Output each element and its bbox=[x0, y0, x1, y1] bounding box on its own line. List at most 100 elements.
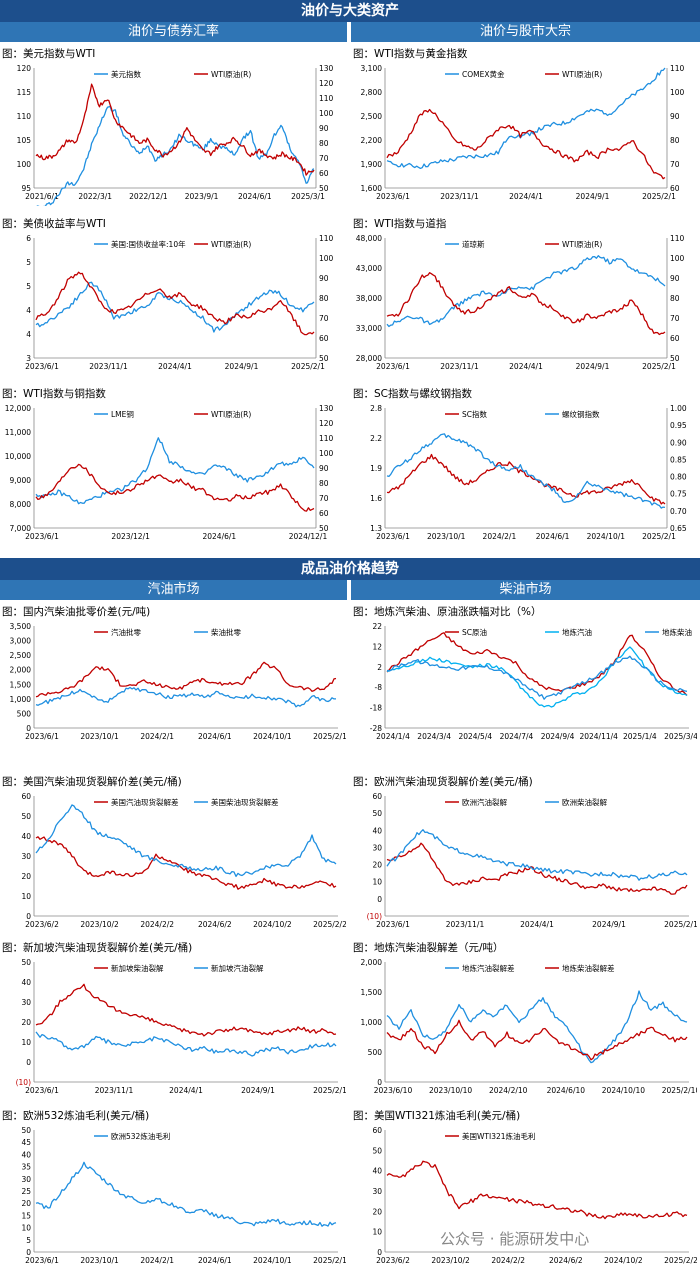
x-tick-label: 2023/6/1 bbox=[376, 532, 410, 541]
y2-tick-label: 50 bbox=[670, 354, 680, 363]
y-tick-label: 10 bbox=[372, 878, 382, 887]
x-tick-label: 2025/2/10 bbox=[662, 1086, 697, 1095]
series-line bbox=[386, 632, 688, 696]
x-tick-label: 2023/10/2 bbox=[431, 1256, 470, 1265]
x-tick-label: 2023/11/1 bbox=[440, 362, 479, 371]
series-line bbox=[386, 1019, 688, 1061]
legend-label: 新加坡柴油裂解 bbox=[111, 963, 164, 973]
y-tick-label: 35 bbox=[21, 1163, 31, 1172]
chart-svg: 60 50 40 30 20 10 0 (10)2023/6/1 2023/11/1 2024/4… bbox=[367, 792, 697, 929]
chart-panel: 图：欧洲532炼油毛利(美元/桶) 50 45 40 35 30 25 20 15 10 5 0 202… bbox=[0, 1108, 346, 1270]
y-tick-label: 8,000 bbox=[10, 500, 32, 509]
y2-tick-label: 70 bbox=[670, 314, 680, 323]
y2-tick-label: 0.90 bbox=[670, 438, 687, 447]
chart-svg: 12,000 11,000 10,000 9,000 8,000 7,000 130 120 1… bbox=[5, 404, 334, 541]
series-line bbox=[35, 271, 315, 336]
legend-label: 美元指数 bbox=[111, 69, 141, 79]
x-tick-label: 2025/3/4 bbox=[664, 732, 697, 741]
x-tick-label: 2023/12/1 bbox=[111, 532, 150, 541]
x-tick-label: 2024/6/1 bbox=[536, 532, 570, 541]
chart-svg: 2.8 2.2 1.9 1.6 1.3 1.00 0.95 0.90 0.85 0.80 0.75 0… bbox=[370, 404, 687, 541]
y-tick-label: 28,000 bbox=[356, 354, 382, 363]
y2-tick-label: 110 bbox=[319, 434, 334, 443]
x-tick-label: 2023/10/1 bbox=[80, 1256, 119, 1265]
x-tick-label: 2024/6/1 bbox=[198, 732, 232, 741]
chart-svg: 3,500 3,000 2,500 2,000 1,500 1,000 500 02023/6… bbox=[10, 622, 346, 741]
y2-tick-label: 110 bbox=[670, 234, 685, 243]
x-tick-label: 2024/4/1 bbox=[509, 192, 543, 201]
y-tick-label: 0 bbox=[26, 724, 31, 733]
x-tick-label: 2024/2/2 bbox=[491, 1256, 525, 1265]
x-tick-label: 2024/9/1 bbox=[576, 362, 610, 371]
y-tick-label: 4 bbox=[26, 306, 31, 315]
y2-tick-label: 0.95 bbox=[670, 421, 687, 430]
y-tick-label: (10) bbox=[367, 912, 382, 921]
chart-panel: 图：SC指数与螺纹钢指数 2.8 2.2 1.9 1.6 1.3 1.00 0.95 0.90 0… bbox=[351, 386, 697, 546]
y2-tick-label: 1.00 bbox=[670, 404, 687, 413]
legend-label: 欧洲汽油裂解 bbox=[462, 797, 507, 807]
x-tick-label: 2024/3/4 bbox=[417, 732, 451, 741]
y-tick-label: 33,000 bbox=[356, 324, 382, 333]
y2-tick-label: 70 bbox=[319, 154, 329, 163]
y-tick-label: 100 bbox=[17, 160, 32, 169]
y-tick-label: 2,200 bbox=[361, 136, 383, 145]
chart-title: 图：地炼汽柴油、原油涨跌幅对比（%） bbox=[353, 606, 542, 618]
x-tick-label: 2023/9/1 bbox=[185, 192, 219, 201]
y-tick-label: 4 bbox=[26, 330, 31, 339]
x-tick-label: 2025/2/2 bbox=[313, 920, 346, 929]
y-tick-label: 0 bbox=[26, 1058, 31, 1067]
series-line bbox=[386, 453, 666, 505]
y2-tick-label: 70 bbox=[670, 160, 680, 169]
x-tick-label: 2024/2/1 bbox=[140, 1256, 174, 1265]
legend-label: 柴油批零 bbox=[211, 627, 241, 637]
chart-svg: 50 40 30 20 10 0 (10)2023/6/1 2023/11/1 2024/4/1… bbox=[16, 958, 346, 1095]
legend-label: SC原油 bbox=[462, 627, 487, 637]
y-tick-label: 45 bbox=[21, 1138, 31, 1147]
y-tick-label: 15 bbox=[21, 1211, 31, 1220]
y2-tick-label: 90 bbox=[319, 124, 329, 133]
y-tick-label: 50 bbox=[372, 809, 382, 818]
chart-title: 图：欧洲532炼油毛利(美元/桶) bbox=[2, 1110, 150, 1122]
y-tick-label: 120 bbox=[17, 64, 32, 73]
chart-svg: 3,100 2,800 2,500 2,200 1,900 1,600 110 100 90 80… bbox=[361, 64, 685, 201]
chart-panel: 图：美债收益率与WTI 6 5 5 4 4 3 110 100 90 80 70 60 50 2023/6/… bbox=[0, 216, 346, 376]
y-tick-label: 40 bbox=[21, 832, 31, 841]
series-line bbox=[386, 655, 688, 700]
y2-tick-label: 120 bbox=[319, 79, 334, 88]
x-tick-label: 2025/2/1 bbox=[664, 920, 697, 929]
x-tick-label: 2023/11/1 bbox=[89, 362, 128, 371]
y-tick-label: 6 bbox=[26, 234, 31, 243]
x-tick-label: 2023/10/1 bbox=[427, 532, 466, 541]
y2-tick-label: 70 bbox=[319, 314, 329, 323]
y-tick-label: 30 bbox=[21, 998, 31, 1007]
x-tick-label: 2024/11/4 bbox=[579, 732, 618, 741]
legend-label: LME铜 bbox=[111, 409, 134, 419]
x-tick-label: 2024/12/1 bbox=[289, 532, 328, 541]
y-tick-label: 1,000 bbox=[10, 695, 32, 704]
y2-tick-label: 100 bbox=[670, 88, 685, 97]
x-tick-label: 2024/6/10 bbox=[547, 1086, 586, 1095]
x-tick-label: 2024/10/1 bbox=[253, 732, 292, 741]
y-tick-label: 60 bbox=[372, 792, 382, 801]
y2-tick-label: 0.85 bbox=[670, 455, 687, 464]
series-line bbox=[36, 105, 315, 206]
x-tick-label: 2024/4/1 bbox=[520, 920, 554, 929]
series-line bbox=[35, 281, 315, 333]
x-tick-label: 2023/6/2 bbox=[25, 920, 59, 929]
y-tick-label: 110 bbox=[17, 112, 32, 121]
y2-tick-label: 80 bbox=[670, 294, 680, 303]
chart-panel: 图：地炼汽柴油、原油涨跌幅对比（%） 22 12 2 -8 -18 -28 2024/1/4 2… bbox=[351, 604, 697, 746]
chart-svg: 48,000 43,000 38,000 33,000 28,000 110 100 90 80… bbox=[356, 234, 685, 371]
y-tick-label: 115 bbox=[17, 88, 32, 97]
y2-tick-label: 110 bbox=[319, 234, 334, 243]
series-line bbox=[35, 83, 315, 176]
legend-label: 汽油批零 bbox=[111, 627, 141, 637]
x-tick-label: 2023/10/2 bbox=[80, 920, 119, 929]
chart-panel: 图：WTI指数与道指 48,000 43,000 38,000 33,000 28,000… bbox=[351, 216, 697, 376]
x-tick-label: 2023/6/1 bbox=[25, 732, 59, 741]
x-tick-label: 2021/6/1 bbox=[25, 192, 59, 201]
y-tick-label: 0 bbox=[377, 895, 382, 904]
chart-svg: 6 5 5 4 4 3 110 100 90 80 70 60 50 2023/6/1 2023/11/1 2… bbox=[25, 234, 334, 371]
